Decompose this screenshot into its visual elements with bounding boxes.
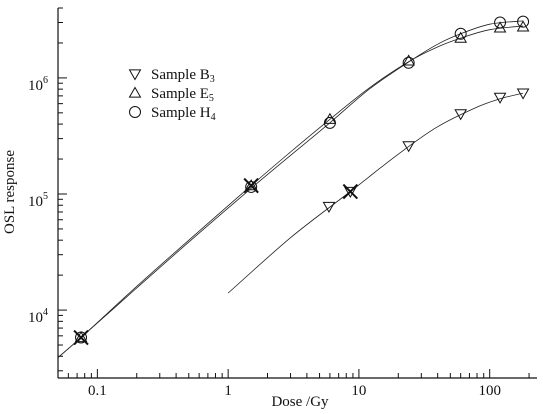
data-point xyxy=(74,331,88,343)
cross-marker xyxy=(243,177,259,194)
data-point xyxy=(516,88,530,100)
tick-labels: 0.1 1 10 100 104 105 106 xyxy=(28,75,501,399)
x-tick-label: 0.1 xyxy=(88,383,107,399)
axes xyxy=(57,7,537,379)
data-point xyxy=(323,116,336,129)
data-point xyxy=(402,141,416,153)
cross-markers xyxy=(73,177,359,346)
data-point xyxy=(454,109,468,121)
x-tick-label: 100 xyxy=(478,383,501,399)
x-tick-label: 10 xyxy=(351,383,366,399)
data-point xyxy=(517,15,530,28)
legend-label: Sample E5 xyxy=(151,86,214,104)
x-tick-label: 1 xyxy=(224,383,232,399)
y-tick-label: 105 xyxy=(28,191,48,210)
y-tick-label: 106 xyxy=(28,75,48,94)
data-point xyxy=(454,31,468,43)
legend-marker xyxy=(128,86,142,98)
y-tick-label: 104 xyxy=(28,307,48,326)
data-point xyxy=(322,201,336,214)
y-axis-label: OSL response xyxy=(2,150,18,234)
data-point xyxy=(493,92,507,104)
cross-marker xyxy=(73,329,89,346)
legend-label: Sample H4 xyxy=(151,105,216,123)
fit-curve xyxy=(227,92,524,294)
fit-curves xyxy=(57,20,524,358)
data-point xyxy=(493,21,507,33)
data-point xyxy=(454,27,467,40)
data-point xyxy=(494,16,507,29)
x-axis-label: Dose /Gy xyxy=(271,394,329,410)
data-point xyxy=(343,186,357,199)
cross-marker xyxy=(342,183,359,200)
legend-marker xyxy=(129,106,141,118)
data-point xyxy=(244,179,258,191)
legend-marker xyxy=(128,69,142,81)
data-point xyxy=(402,54,416,66)
data-point xyxy=(402,56,415,69)
fit-curve xyxy=(57,20,524,358)
data-point xyxy=(245,180,258,193)
fit-curve xyxy=(57,25,524,358)
legend-label: Sample B3 xyxy=(151,67,215,85)
data-markers xyxy=(74,15,530,344)
data-point xyxy=(75,331,88,344)
